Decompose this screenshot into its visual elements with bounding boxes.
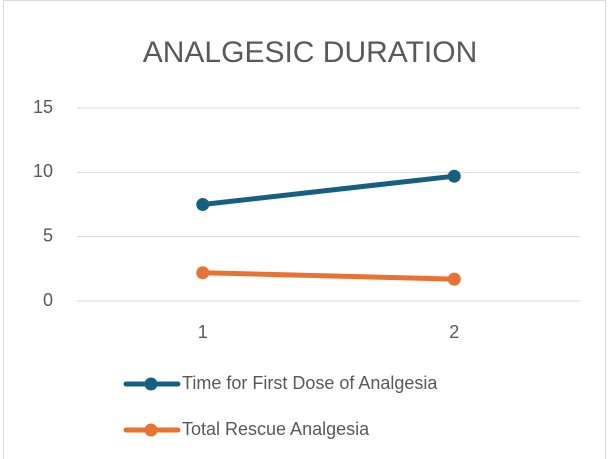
series-marker — [447, 169, 461, 183]
legend-label: Time for First Dose of Analgesia — [182, 373, 438, 393]
series-marker — [447, 272, 461, 286]
x-tick-label: 2 — [449, 322, 459, 342]
y-tick-label: 0 — [43, 290, 53, 310]
chart-title: ANALGESIC DURATION — [143, 36, 478, 69]
chart-border — [3, 0, 606, 459]
y-tick-label: 5 — [43, 225, 53, 245]
x-tick-label: 1 — [198, 322, 208, 342]
series-marker — [196, 198, 210, 211]
legend-marker — [144, 423, 158, 437]
y-tick-label: 10 — [33, 161, 53, 181]
series-line — [200, 270, 457, 282]
y-tick-label: 15 — [33, 97, 53, 117]
series-line — [200, 173, 457, 207]
series-marker — [196, 266, 210, 280]
legend-marker — [144, 377, 158, 391]
legend-label: Total Rescue Analgesia — [182, 419, 370, 439]
